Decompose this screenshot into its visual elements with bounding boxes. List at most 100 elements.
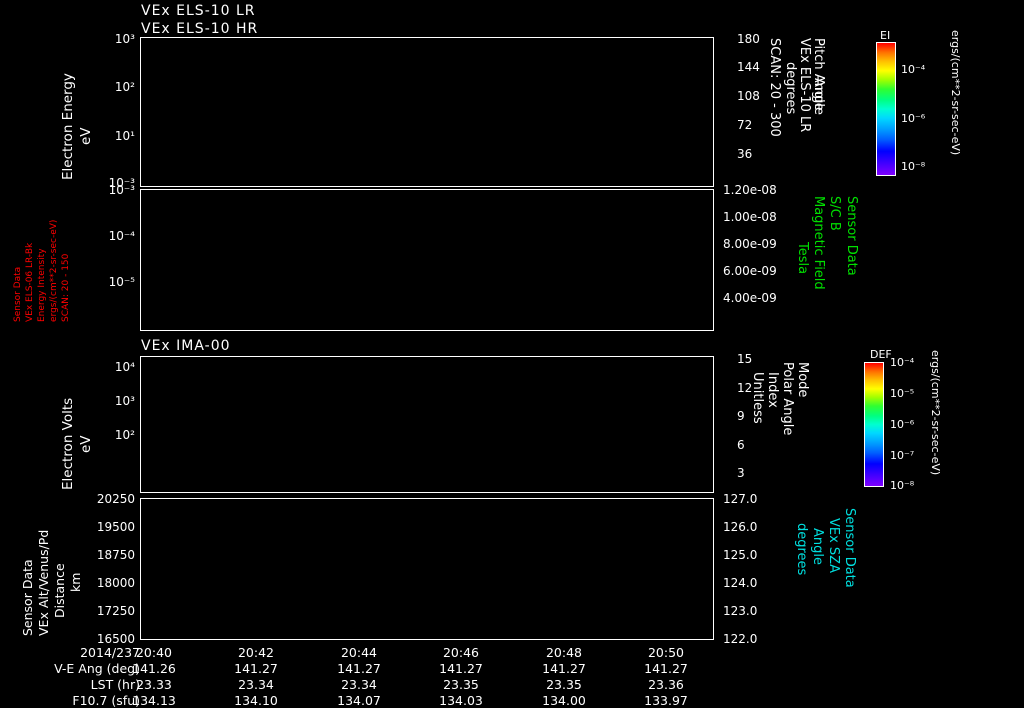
bottom-cell-0-5: 20:50 [647, 645, 685, 660]
panel2-right-label-3: Magnetic Field [811, 196, 826, 290]
bottom-cell-0-4: 20:48 [545, 645, 583, 660]
panel2-ytick-2: 10⁻⁵ [108, 275, 135, 289]
panel3-ytick-0: 10⁴ [114, 360, 135, 374]
panel2-right-label-2: S/C B [827, 196, 842, 231]
panel4-left-label-1: Sensor Data [20, 559, 35, 636]
panel4-ytick-3: 18000 [96, 576, 135, 590]
panel1-frame [140, 37, 714, 187]
panel2-left-label-1: Sensor Data [13, 266, 23, 322]
panel1-right-label-5: SCAN: 20 - 300 [767, 38, 782, 137]
panel4-ytick-1: 19500 [96, 520, 135, 534]
panel2-ytick-1: 10⁻⁴ [108, 229, 135, 243]
bottom-cell-2-0: 23.33 [136, 677, 172, 692]
panel4-rtick-5: 122.0 [723, 632, 758, 646]
panel2-left-label-3: Energy Intensity [37, 248, 47, 322]
panel3-colorbar-title: DEF [870, 348, 892, 361]
panel4-frame [140, 498, 714, 640]
panel1-cb-tick-1: 10⁻⁶ [901, 112, 926, 125]
bottom-cell-1-1: 141.27 [234, 661, 278, 676]
bottom-cell-2-1: 23.34 [238, 677, 274, 692]
panel4-left-label-3: Distance [52, 563, 67, 618]
panel1-ytick-3: 10⁻³ [108, 176, 135, 190]
bottom-row-label-0: 2014/237 [80, 645, 140, 660]
bottom-cell-0-0: 20:40 [135, 645, 173, 660]
panel3-right-label-1: Mode [795, 362, 810, 398]
panel4-rtick-1: 126.0 [723, 520, 758, 534]
panel2-frame [140, 189, 714, 331]
panel3-rtick-0: 15 [737, 352, 753, 366]
panel3-cb-tick-0: 10⁻⁴ [890, 356, 915, 369]
panel4-ytick-0: 20250 [96, 492, 135, 506]
panel3-rtick-2: 9 [737, 409, 745, 423]
bottom-cell-1-2: 141.27 [337, 661, 381, 676]
panel3-cb-tick-4: 10⁻⁸ [890, 479, 915, 492]
panel2-right-label-1: Sensor Data [844, 196, 859, 276]
bottom-cell-2-4: 23.35 [546, 677, 582, 692]
panel2-rtick-1: 1.00e-08 [723, 210, 777, 224]
bottom-cell-3-5: 133.97 [644, 693, 688, 708]
panel1-yunits: eV [78, 127, 94, 145]
panel3-frame [140, 356, 714, 493]
bottom-cell-3-3: 134.03 [439, 693, 483, 708]
panel1-rtick-4: 36 [737, 147, 753, 161]
panel4-ytick-5: 16500 [96, 632, 135, 646]
panel1-rtick-3: 72 [737, 118, 753, 132]
panel3-right-label-2: Polar Angle [780, 362, 795, 436]
bottom-cell-0-2: 20:44 [340, 645, 378, 660]
bottom-cell-1-3: 141.27 [439, 661, 483, 676]
panel3-colorbar [864, 362, 884, 487]
bottom-cell-1-5: 141.27 [644, 661, 688, 676]
bottom-cell-2-2: 23.34 [341, 677, 377, 692]
panel4-ytick-4: 17250 [96, 604, 135, 618]
panel4-rtick-0: 127.0 [723, 492, 758, 506]
panel4-rtick-4: 123.0 [723, 604, 758, 618]
bottom-cell-1-0: 141.26 [132, 661, 176, 676]
panel1-colorbar [876, 42, 896, 176]
bottom-cell-1-4: 141.27 [542, 661, 586, 676]
panel4-rtick-3: 124.0 [723, 576, 758, 590]
panel4-right-label-3: Angle [810, 528, 825, 565]
bottom-cell-3-4: 134.00 [542, 693, 586, 708]
panel1-colorbar-title: EI [880, 29, 891, 42]
panel2-ytick-0: 10⁻³ [108, 183, 135, 197]
panel1-rtick-0: 180 [737, 32, 760, 46]
bottom-row-label-2: LST (hr) [90, 677, 140, 692]
panel2-rtick-2: 8.00e-09 [723, 237, 777, 251]
panel2-left-label-2: VEx ELS-06 LR-Bk [25, 242, 35, 322]
panel3-colorbar-units: ergs/(cm**2-sr-sec-eV) [929, 350, 942, 476]
panel3-ytick-1: 10³ [114, 394, 135, 408]
panel4-ytick-2: 18750 [96, 548, 135, 562]
bottom-cell-3-2: 134.07 [337, 693, 381, 708]
bottom-row-label-1: V-E Ang (deg) [54, 661, 140, 676]
panel1-cb-tick-2: 10⁻⁸ [901, 160, 926, 173]
panel2-left-label-4: ergs/(cm**2-sr-sec-eV) [49, 219, 59, 322]
panel1-ytick-1: 10² [114, 80, 135, 94]
panel1-right-label-1: Pitch Angle [811, 38, 826, 111]
panel3-title: VEx IMA-00 [141, 338, 231, 354]
panel3-ylabel: Electron Volts [60, 397, 76, 490]
panel3-ytick-2: 10² [114, 428, 135, 442]
bottom-cell-3-0: 134.13 [132, 693, 176, 708]
panel1-right-label-4: degrees [783, 62, 798, 115]
panel3-cb-tick-3: 10⁻⁷ [890, 449, 915, 462]
panel3-cb-tick-1: 10⁻⁵ [890, 387, 915, 400]
panel1-colorbar-units: ergs/(cm**2-sr-sec-eV) [949, 30, 962, 156]
bottom-row-label-3: F10.7 (sfu) [72, 693, 140, 708]
panel1-title-hr: VEx ELS-10 HR [141, 21, 259, 37]
panel1-ylabel: Electron Energy [60, 73, 76, 180]
panel1-rtick-1: 144 [737, 60, 760, 74]
panel4-right-label-2: VEx SZA [826, 518, 841, 573]
panel4-rtick-2: 125.0 [723, 548, 758, 562]
panel2-left-label-5: SCAN: 20 - 150 [61, 253, 71, 322]
panel1-cb-tick-0: 10⁻⁴ [901, 63, 926, 76]
panel3-cb-tick-2: 10⁻⁶ [890, 418, 915, 431]
bottom-cell-2-3: 23.35 [443, 677, 479, 692]
panel1-rtick-2: 108 [737, 89, 760, 103]
panel2-rtick-3: 6.00e-09 [723, 264, 777, 278]
panel4-left-label-2: VEx Alt/Venus/Pd [36, 529, 51, 636]
bottom-cell-0-1: 20:42 [237, 645, 275, 660]
panel3-right-label-3: Index [765, 372, 780, 408]
panel2-rtick-4: 4.00e-09 [723, 291, 777, 305]
panel1-title-lr: VEx ELS-10 LR [141, 3, 256, 19]
